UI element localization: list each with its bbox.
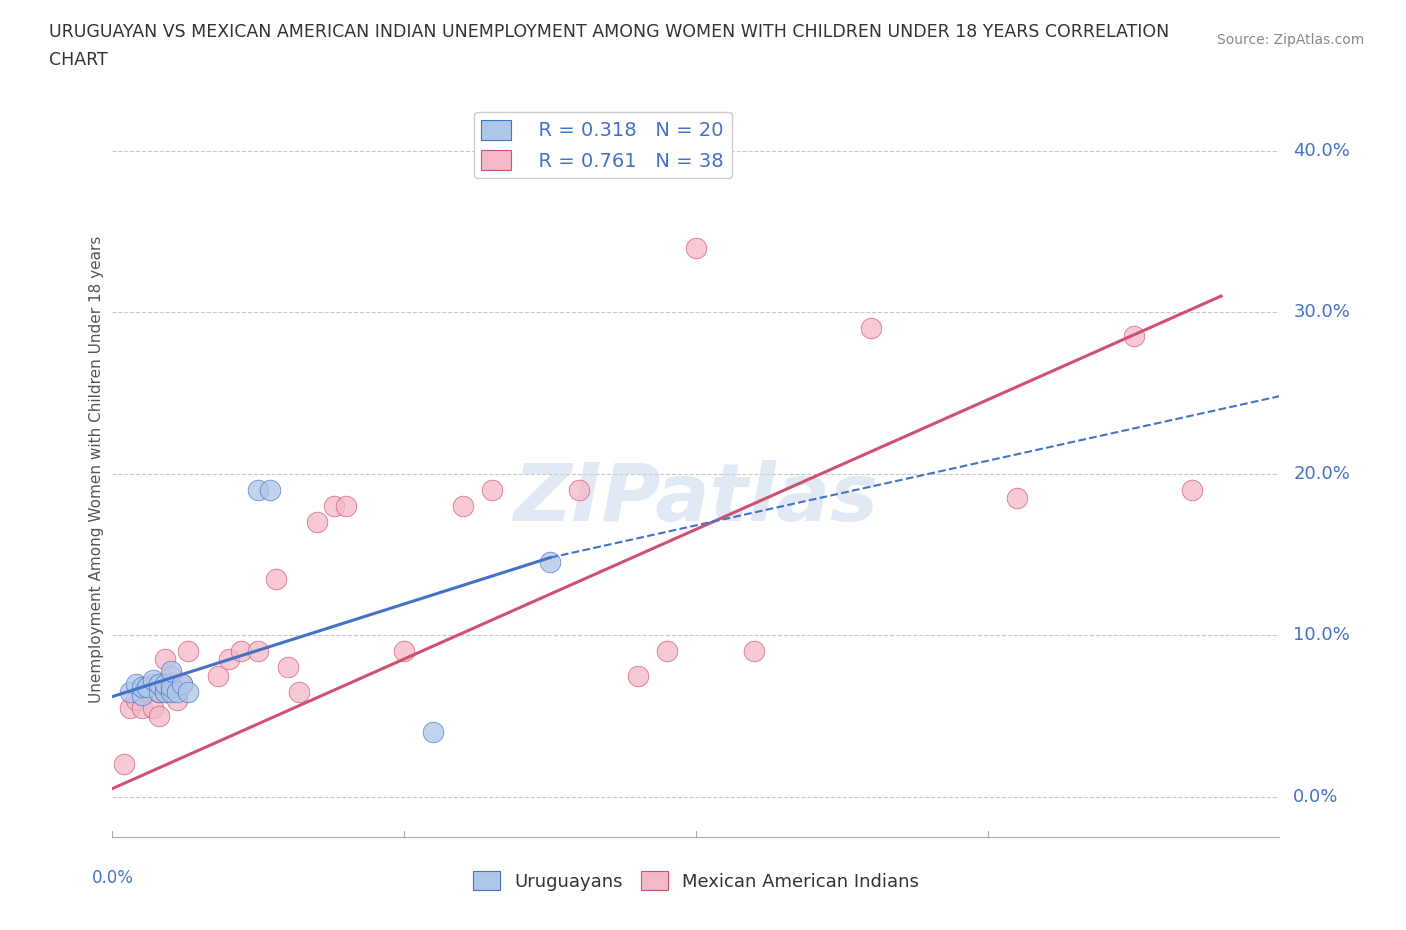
Point xyxy=(207,668,229,683)
Point xyxy=(177,684,200,699)
Point xyxy=(218,652,240,667)
Point xyxy=(264,571,287,586)
Point xyxy=(112,757,135,772)
Point xyxy=(481,483,503,498)
Point xyxy=(136,684,159,699)
Point xyxy=(153,652,176,667)
Point xyxy=(1122,329,1144,344)
Text: URUGUAYAN VS MEXICAN AMERICAN INDIAN UNEMPLOYMENT AMONG WOMEN WITH CHILDREN UNDE: URUGUAYAN VS MEXICAN AMERICAN INDIAN UNE… xyxy=(49,23,1170,41)
Point xyxy=(451,498,474,513)
Point xyxy=(153,684,176,699)
Legend: Uruguayans, Mexican American Indians: Uruguayans, Mexican American Indians xyxy=(465,864,927,897)
Point xyxy=(1181,483,1204,498)
Point xyxy=(148,684,170,699)
Point xyxy=(166,684,188,699)
Point xyxy=(160,684,183,699)
Point xyxy=(305,514,328,529)
Point xyxy=(148,684,170,699)
Point xyxy=(538,555,561,570)
Point xyxy=(118,700,141,715)
Text: 0.0%: 0.0% xyxy=(1294,788,1339,805)
Text: ZIPatlas: ZIPatlas xyxy=(513,460,879,538)
Point xyxy=(136,680,159,695)
Point xyxy=(172,676,194,691)
Point xyxy=(172,676,194,691)
Point xyxy=(288,684,311,699)
Point xyxy=(131,680,153,695)
Point xyxy=(323,498,346,513)
Point xyxy=(627,668,650,683)
Point xyxy=(118,684,141,699)
Y-axis label: Unemployment Among Women with Children Under 18 years: Unemployment Among Women with Children U… xyxy=(89,236,104,703)
Point xyxy=(148,676,170,691)
Point xyxy=(153,676,176,691)
Point xyxy=(259,483,281,498)
Point xyxy=(153,684,176,699)
Point xyxy=(166,692,188,707)
Point xyxy=(125,676,148,691)
Point xyxy=(742,644,765,658)
Text: Source: ZipAtlas.com: Source: ZipAtlas.com xyxy=(1216,33,1364,46)
Point xyxy=(160,676,183,691)
Point xyxy=(142,673,165,688)
Point xyxy=(247,483,270,498)
Point xyxy=(125,692,148,707)
Point xyxy=(177,644,200,658)
Point xyxy=(685,240,707,255)
Point xyxy=(247,644,270,658)
Point xyxy=(142,700,165,715)
Text: 10.0%: 10.0% xyxy=(1294,626,1350,644)
Point xyxy=(160,668,183,683)
Point xyxy=(229,644,252,658)
Text: 0.0%: 0.0% xyxy=(91,869,134,886)
Point xyxy=(131,700,153,715)
Point xyxy=(394,644,416,658)
Text: 40.0%: 40.0% xyxy=(1294,141,1350,160)
Text: CHART: CHART xyxy=(49,51,108,69)
Point xyxy=(131,687,153,702)
Point xyxy=(860,321,883,336)
Point xyxy=(655,644,678,658)
Point xyxy=(422,724,444,739)
Point xyxy=(1005,490,1028,505)
Text: 20.0%: 20.0% xyxy=(1294,465,1350,483)
Point xyxy=(148,709,170,724)
Text: 30.0%: 30.0% xyxy=(1294,303,1350,321)
Point xyxy=(160,663,183,678)
Point xyxy=(160,680,183,695)
Point xyxy=(276,660,298,675)
Point xyxy=(568,483,591,498)
Point xyxy=(142,676,165,691)
Point xyxy=(335,498,357,513)
